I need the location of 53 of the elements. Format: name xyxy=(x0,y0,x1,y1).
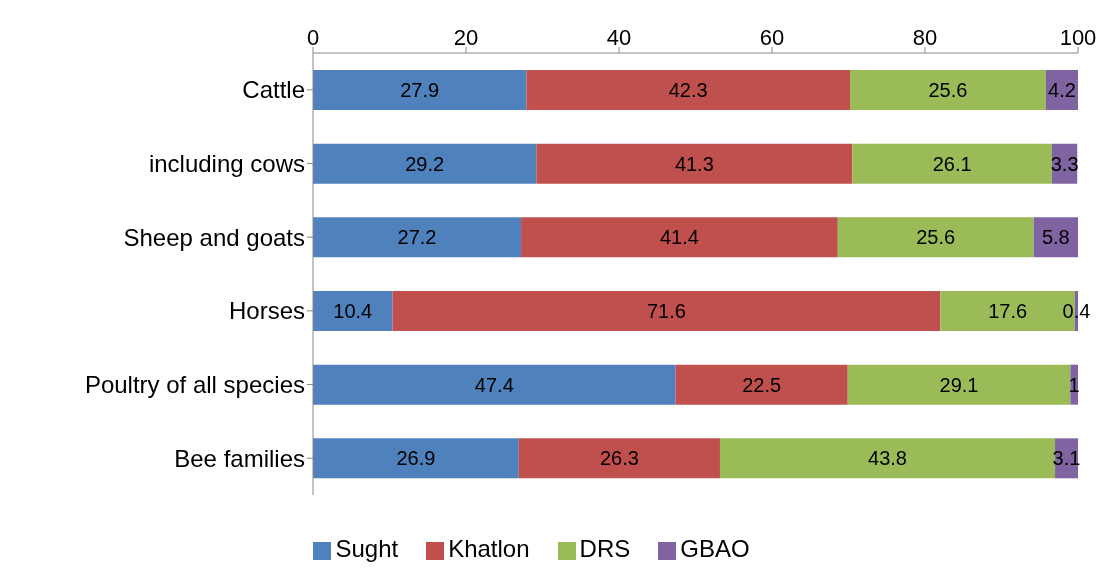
data-label: 10.4 xyxy=(333,300,373,323)
legend-label: DRS xyxy=(579,535,631,562)
data-label: 42.3 xyxy=(668,79,708,102)
x-tick-label: 40 xyxy=(606,25,632,50)
data-label: 4.2 xyxy=(1048,79,1076,102)
y-tick-label: Poultry of all species xyxy=(84,371,305,399)
bar xyxy=(526,70,851,110)
bar xyxy=(313,364,676,405)
x-tick-label: 100 xyxy=(1059,25,1097,50)
bar xyxy=(850,70,1046,110)
data-label: 26.1 xyxy=(932,152,972,175)
data-label: 17.6 xyxy=(988,300,1028,323)
data-label: 41.4 xyxy=(659,226,699,249)
data-label: 26.3 xyxy=(599,447,639,470)
legend-label: GBAO xyxy=(680,535,750,562)
bar xyxy=(313,217,522,258)
bar xyxy=(313,70,527,110)
bar xyxy=(837,217,1034,258)
bar xyxy=(392,291,941,331)
bar xyxy=(847,364,1071,405)
data-label: 29.2 xyxy=(405,152,445,175)
data-label: 25.6 xyxy=(928,79,968,102)
x-tick-label: 20 xyxy=(453,25,479,50)
bar xyxy=(313,143,537,184)
y-tick-label: Sheep and goats xyxy=(123,223,305,251)
data-label: 5.8 xyxy=(1041,226,1070,249)
data-label: 25.6 xyxy=(916,226,956,249)
data-label: 26.9 xyxy=(396,447,436,470)
data-label: 0.4 xyxy=(1062,300,1091,323)
bar xyxy=(313,438,519,479)
data-label: 29.1 xyxy=(939,373,979,396)
x-tick-label: 80 xyxy=(912,25,938,50)
data-label: 22.5 xyxy=(742,373,782,396)
x-tick-label: 0 xyxy=(306,25,320,50)
data-label: 27.2 xyxy=(397,226,437,249)
y-tick-label: Cattle xyxy=(242,76,305,104)
y-tick-label: Horses xyxy=(228,297,305,325)
bar xyxy=(675,364,848,405)
bar xyxy=(536,143,853,184)
data-label: 47.4 xyxy=(474,373,514,396)
data-label: 71.6 xyxy=(646,300,686,323)
data-label: 43.8 xyxy=(868,447,907,470)
bar xyxy=(852,143,1052,184)
x-tick-label: 60 xyxy=(759,25,785,50)
data-label: 27.9 xyxy=(400,79,440,102)
y-tick-label: including cows xyxy=(148,150,305,178)
legend-label: Sught xyxy=(335,535,399,562)
y-tick-label: Bee families xyxy=(174,444,305,472)
legend-label: Khatlon xyxy=(448,535,530,562)
bar xyxy=(313,291,393,331)
bar xyxy=(521,217,838,258)
bar xyxy=(518,438,720,479)
data-label: 41.3 xyxy=(674,152,714,175)
